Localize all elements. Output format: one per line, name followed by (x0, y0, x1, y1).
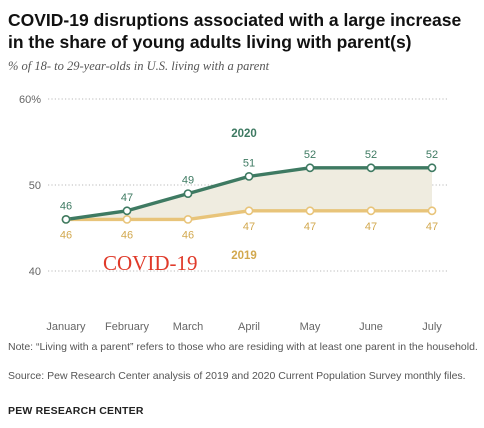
data-point-2019 (427, 206, 437, 216)
series-label-2019: 2019 (231, 250, 257, 262)
data-label-2019: 46 (60, 229, 72, 241)
data-label-2020: 52 (365, 149, 377, 161)
chart-note: Note: “Living with a parent” refers to t… (8, 341, 478, 353)
data-point-2020 (122, 206, 132, 216)
chart-subtitle: % of 18- to 29-year-olds in U.S. living … (8, 59, 270, 73)
data-point-2020 (366, 163, 376, 173)
data-label-2020: 47 (121, 192, 133, 204)
y-tick-label: 60% (19, 94, 41, 106)
x-tick-label: June (359, 321, 383, 333)
series-label-2020: 2020 (231, 128, 257, 140)
data-label-2020: 52 (304, 149, 316, 161)
data-point-2019 (244, 206, 254, 216)
x-tick-label: January (46, 321, 86, 333)
data-point-2020 (244, 171, 254, 181)
chart-title: COVID-19 disruptions associated with a l… (8, 10, 462, 52)
data-point-2020 (183, 189, 193, 198)
data-label-2019: 46 (121, 229, 133, 241)
data-label-2019: 47 (365, 221, 377, 233)
data-point-2019 (305, 206, 315, 216)
y-tick-label: 50 (29, 180, 41, 192)
data-label-2020: 49 (182, 175, 194, 187)
covid-overlay-text: COVID-19 (103, 251, 198, 275)
data-label-2019: 47 (243, 221, 255, 233)
data-label-2020: 46 (60, 200, 72, 212)
data-point-2020 (427, 163, 437, 173)
organization-name: PEW RESEARCH CENTER (8, 405, 144, 417)
line-chart: 40 50 60% 46 47 49 51 52 52 52 46 46 46 47 47 47 47 2020 2… (19, 94, 448, 333)
x-tick-label: July (422, 321, 442, 333)
data-label-2019: 47 (426, 221, 438, 233)
data-label-2020: 52 (426, 149, 438, 161)
data-label-2019: 47 (304, 221, 316, 233)
area-between-series (66, 167, 432, 220)
data-point-2019 (366, 206, 376, 216)
x-tick-label: April (238, 321, 260, 333)
x-tick-label: February (105, 321, 150, 333)
data-label-2020: 51 (243, 157, 255, 169)
x-tick-label: May (300, 321, 321, 333)
data-point-2019 (183, 214, 193, 224)
data-label-2019: 46 (182, 229, 194, 241)
data-point-2019 (122, 214, 132, 224)
data-point-2020 (61, 214, 71, 224)
x-tick-label: March (173, 321, 204, 333)
y-tick-label: 40 (29, 266, 41, 278)
chart-source: Source: Pew Research Center analysis of … (8, 370, 466, 382)
data-point-2020 (305, 163, 315, 173)
